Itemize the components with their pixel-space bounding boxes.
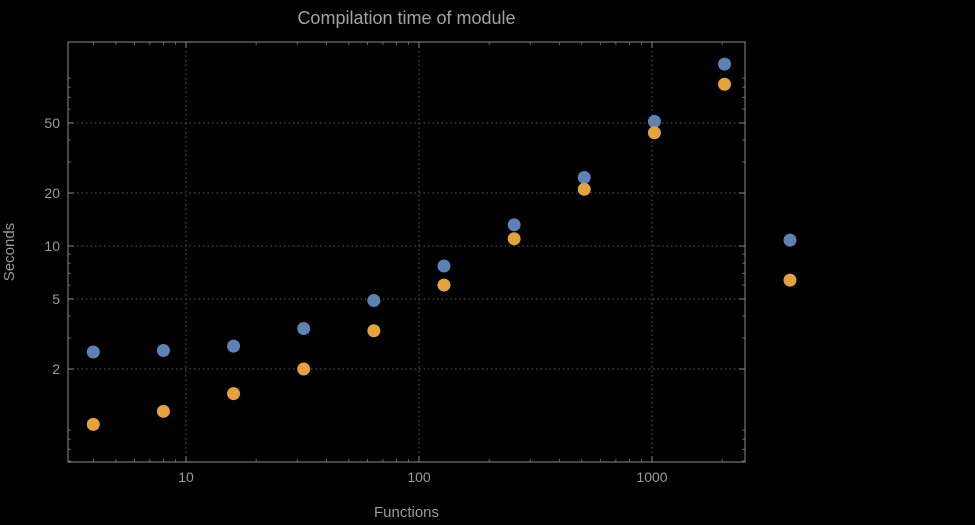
x-axis-label: Functions bbox=[374, 504, 439, 521]
data-point-series-blue bbox=[507, 218, 521, 232]
data-point-series-orange bbox=[718, 77, 732, 91]
x-tick-label: 100 bbox=[407, 469, 431, 485]
data-point-series-orange bbox=[507, 232, 521, 246]
plot-frame bbox=[67, 41, 746, 463]
y-tick-label: 20 bbox=[44, 185, 60, 201]
data-point-series-blue bbox=[718, 57, 732, 71]
data-point-series-orange bbox=[577, 182, 591, 196]
data-point-series-orange bbox=[297, 362, 311, 376]
data-point-series-orange bbox=[156, 404, 170, 418]
data-point-series-blue bbox=[577, 171, 591, 185]
data-point-series-blue bbox=[86, 345, 100, 359]
data-point-series-blue bbox=[156, 343, 170, 357]
data-point-series-blue bbox=[367, 294, 381, 308]
legend-marker-blue bbox=[783, 233, 797, 247]
data-point-series-orange bbox=[437, 278, 451, 292]
x-tick-label: 10 bbox=[178, 469, 194, 485]
data-point-series-blue bbox=[227, 339, 241, 353]
data-point-series-orange bbox=[227, 387, 241, 401]
x-tick-label: 1000 bbox=[636, 469, 667, 485]
y-axis-label: Seconds bbox=[1, 223, 18, 281]
data-point-series-orange bbox=[647, 126, 661, 140]
y-tick-label: 2 bbox=[52, 361, 60, 377]
data-point-series-orange bbox=[367, 324, 381, 338]
data-point-series-blue bbox=[297, 321, 311, 335]
y-tick-label: 10 bbox=[44, 238, 60, 254]
chart-title: Compilation time of module bbox=[297, 8, 515, 28]
data-point-series-orange bbox=[86, 417, 100, 431]
data-point-series-blue bbox=[437, 259, 451, 273]
y-tick-label: 5 bbox=[52, 291, 60, 307]
legend-marker-orange bbox=[783, 273, 797, 287]
data-point-series-blue bbox=[647, 114, 661, 128]
y-tick-label: 50 bbox=[44, 115, 60, 131]
